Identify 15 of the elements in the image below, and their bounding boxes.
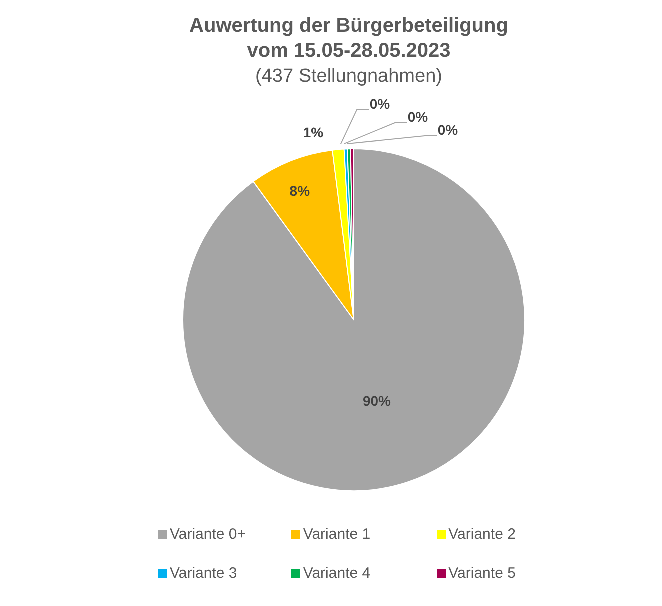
data-label: 90% (362, 393, 392, 410)
pie-slice (182, 148, 526, 492)
legend-label: Variante 5 (448, 565, 516, 582)
data-label: 1% (303, 124, 324, 141)
legend-label: Variante 4 (303, 565, 371, 582)
data-label: 0% (408, 109, 429, 125)
legend-label: Variante 0+ (170, 526, 246, 543)
legend-label: Variante 1 (303, 526, 371, 543)
chart-subtitle: (437 Stellungnahmen) (254, 65, 444, 89)
legend-label: Variante 3 (170, 565, 238, 582)
data-label: 8% (290, 182, 311, 199)
legend-label: Variante 2 (448, 526, 516, 543)
data-label: 0% (370, 96, 391, 112)
chart-title: Auwertung der Bürgerbeteiligung vom 15.05-28.05.2023 (188, 14, 510, 64)
data-label: 0% (438, 122, 459, 138)
